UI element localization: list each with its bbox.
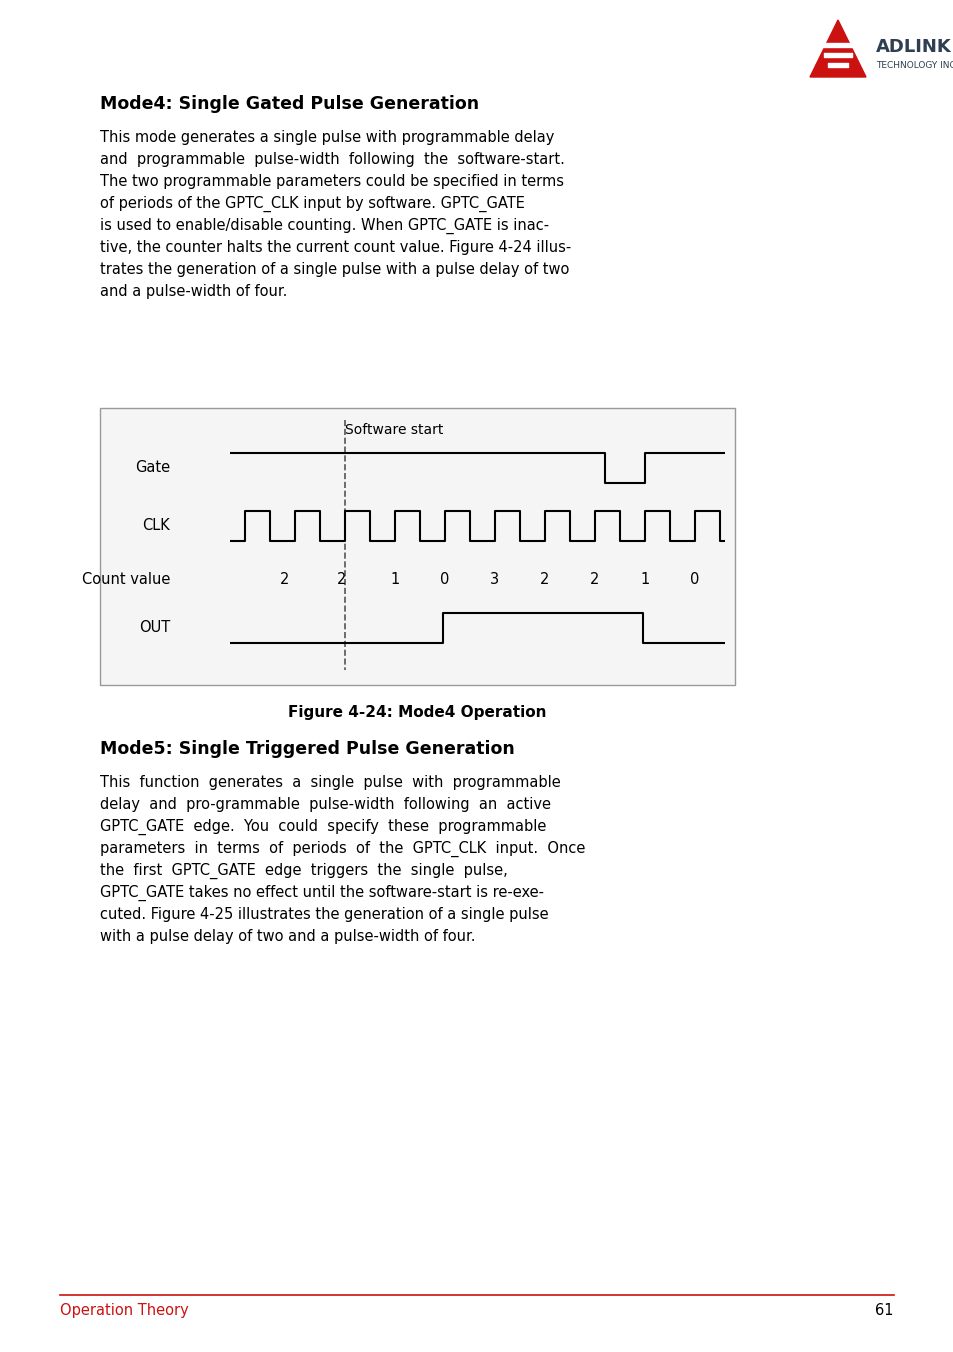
Text: and a pulse-width of four.: and a pulse-width of four. xyxy=(100,284,287,299)
Text: 61: 61 xyxy=(875,1303,893,1318)
Text: The two programmable parameters could be specified in terms: The two programmable parameters could be… xyxy=(100,174,563,189)
Text: Mode5: Single Triggered Pulse Generation: Mode5: Single Triggered Pulse Generation xyxy=(100,740,515,758)
Text: Mode4: Single Gated Pulse Generation: Mode4: Single Gated Pulse Generation xyxy=(100,95,478,114)
Text: of periods of the GPTC_CLK input by software. GPTC_GATE: of periods of the GPTC_CLK input by soft… xyxy=(100,196,524,212)
Text: 0: 0 xyxy=(690,572,699,588)
Text: 2: 2 xyxy=(337,572,346,588)
Text: 1: 1 xyxy=(390,572,399,588)
Text: GPTC_GATE  edge.  You  could  specify  these  programmable: GPTC_GATE edge. You could specify these … xyxy=(100,819,546,836)
Text: 3: 3 xyxy=(490,572,499,588)
Text: delay  and  pro-grammable  pulse-width  following  an  active: delay and pro-grammable pulse-width foll… xyxy=(100,796,551,813)
Text: 1: 1 xyxy=(639,572,649,588)
Text: 0: 0 xyxy=(440,572,449,588)
Polygon shape xyxy=(809,20,865,77)
Text: Count value: Count value xyxy=(82,572,170,588)
Text: CLK: CLK xyxy=(142,519,170,534)
Text: GPTC_GATE takes no effect until the software-start is re-exe-: GPTC_GATE takes no effect until the soft… xyxy=(100,886,543,902)
Text: 2: 2 xyxy=(280,572,290,588)
Text: parameters  in  terms  of  periods  of  the  GPTC_CLK  input.  Once: parameters in terms of periods of the GP… xyxy=(100,841,585,857)
Text: tive, the counter halts the current count value. Figure 4-24 illus-: tive, the counter halts the current coun… xyxy=(100,241,571,256)
Text: with a pulse delay of two and a pulse-width of four.: with a pulse delay of two and a pulse-wi… xyxy=(100,929,475,944)
Text: TECHNOLOGY INC.: TECHNOLOGY INC. xyxy=(875,61,953,69)
Text: trates the generation of a single pulse with a pulse delay of two: trates the generation of a single pulse … xyxy=(100,262,569,277)
Text: OUT: OUT xyxy=(138,621,170,635)
Text: Gate: Gate xyxy=(134,461,170,476)
Text: the  first  GPTC_GATE  edge  triggers  the  single  pulse,: the first GPTC_GATE edge triggers the si… xyxy=(100,863,507,879)
Text: This mode generates a single pulse with programmable delay: This mode generates a single pulse with … xyxy=(100,130,554,145)
Text: Figure 4-24: Mode4 Operation: Figure 4-24: Mode4 Operation xyxy=(288,704,546,721)
Text: ADLINK: ADLINK xyxy=(875,38,951,55)
Text: 2: 2 xyxy=(539,572,549,588)
Text: This  function  generates  a  single  pulse  with  programmable: This function generates a single pulse w… xyxy=(100,775,560,790)
Text: cuted. Figure 4-25 illustrates the generation of a single pulse: cuted. Figure 4-25 illustrates the gener… xyxy=(100,907,548,922)
Text: Operation Theory: Operation Theory xyxy=(60,1303,189,1318)
Text: 2: 2 xyxy=(590,572,599,588)
Text: and  programmable  pulse-width  following  the  software-start.: and programmable pulse-width following t… xyxy=(100,151,564,168)
Text: Software start: Software start xyxy=(345,423,443,437)
Text: is used to enable/disable counting. When GPTC_GATE is inac-: is used to enable/disable counting. When… xyxy=(100,218,549,234)
Bar xyxy=(100,408,734,685)
